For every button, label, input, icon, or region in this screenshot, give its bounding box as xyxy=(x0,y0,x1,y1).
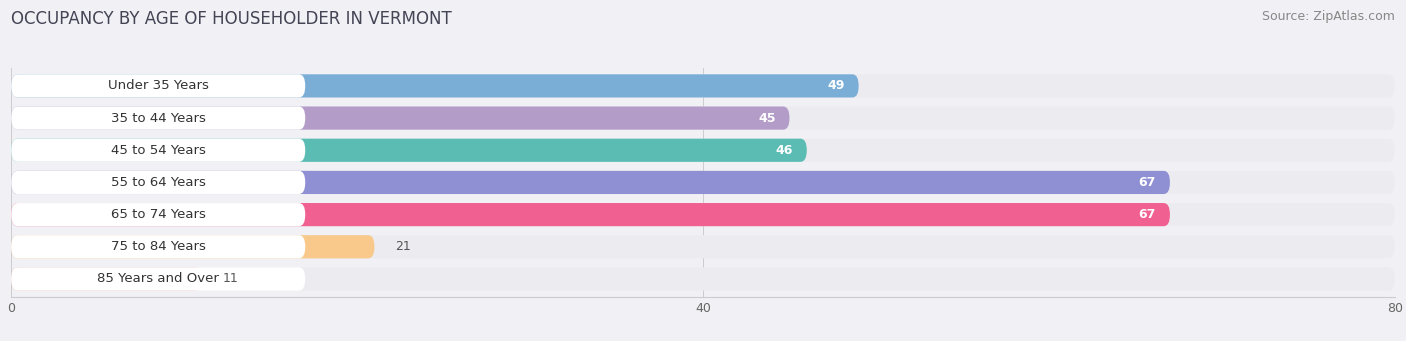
Text: 45: 45 xyxy=(758,112,776,124)
Text: 75 to 84 Years: 75 to 84 Years xyxy=(111,240,205,253)
Text: Under 35 Years: Under 35 Years xyxy=(108,79,208,92)
FancyBboxPatch shape xyxy=(11,171,305,194)
FancyBboxPatch shape xyxy=(11,235,305,258)
Text: Source: ZipAtlas.com: Source: ZipAtlas.com xyxy=(1261,10,1395,23)
FancyBboxPatch shape xyxy=(11,139,1395,162)
Text: 55 to 64 Years: 55 to 64 Years xyxy=(111,176,205,189)
FancyBboxPatch shape xyxy=(11,203,1170,226)
FancyBboxPatch shape xyxy=(11,106,790,130)
FancyBboxPatch shape xyxy=(11,267,305,291)
FancyBboxPatch shape xyxy=(11,106,1395,130)
FancyBboxPatch shape xyxy=(11,203,1395,226)
Text: 46: 46 xyxy=(776,144,793,157)
Text: 35 to 44 Years: 35 to 44 Years xyxy=(111,112,205,124)
Text: 11: 11 xyxy=(222,272,238,285)
FancyBboxPatch shape xyxy=(11,267,201,291)
Text: 45 to 54 Years: 45 to 54 Years xyxy=(111,144,205,157)
FancyBboxPatch shape xyxy=(11,139,305,162)
Text: 67: 67 xyxy=(1139,176,1156,189)
FancyBboxPatch shape xyxy=(11,203,305,226)
FancyBboxPatch shape xyxy=(11,235,1395,258)
FancyBboxPatch shape xyxy=(11,74,859,98)
FancyBboxPatch shape xyxy=(11,106,305,130)
Text: 67: 67 xyxy=(1139,208,1156,221)
Text: 49: 49 xyxy=(828,79,845,92)
Text: 85 Years and Over: 85 Years and Over xyxy=(97,272,219,285)
FancyBboxPatch shape xyxy=(11,139,807,162)
Text: 65 to 74 Years: 65 to 74 Years xyxy=(111,208,205,221)
FancyBboxPatch shape xyxy=(11,171,1170,194)
FancyBboxPatch shape xyxy=(11,171,1395,194)
FancyBboxPatch shape xyxy=(11,235,374,258)
FancyBboxPatch shape xyxy=(11,74,305,98)
FancyBboxPatch shape xyxy=(11,267,1395,291)
Text: 21: 21 xyxy=(395,240,411,253)
Text: OCCUPANCY BY AGE OF HOUSEHOLDER IN VERMONT: OCCUPANCY BY AGE OF HOUSEHOLDER IN VERMO… xyxy=(11,10,451,28)
FancyBboxPatch shape xyxy=(11,74,1395,98)
